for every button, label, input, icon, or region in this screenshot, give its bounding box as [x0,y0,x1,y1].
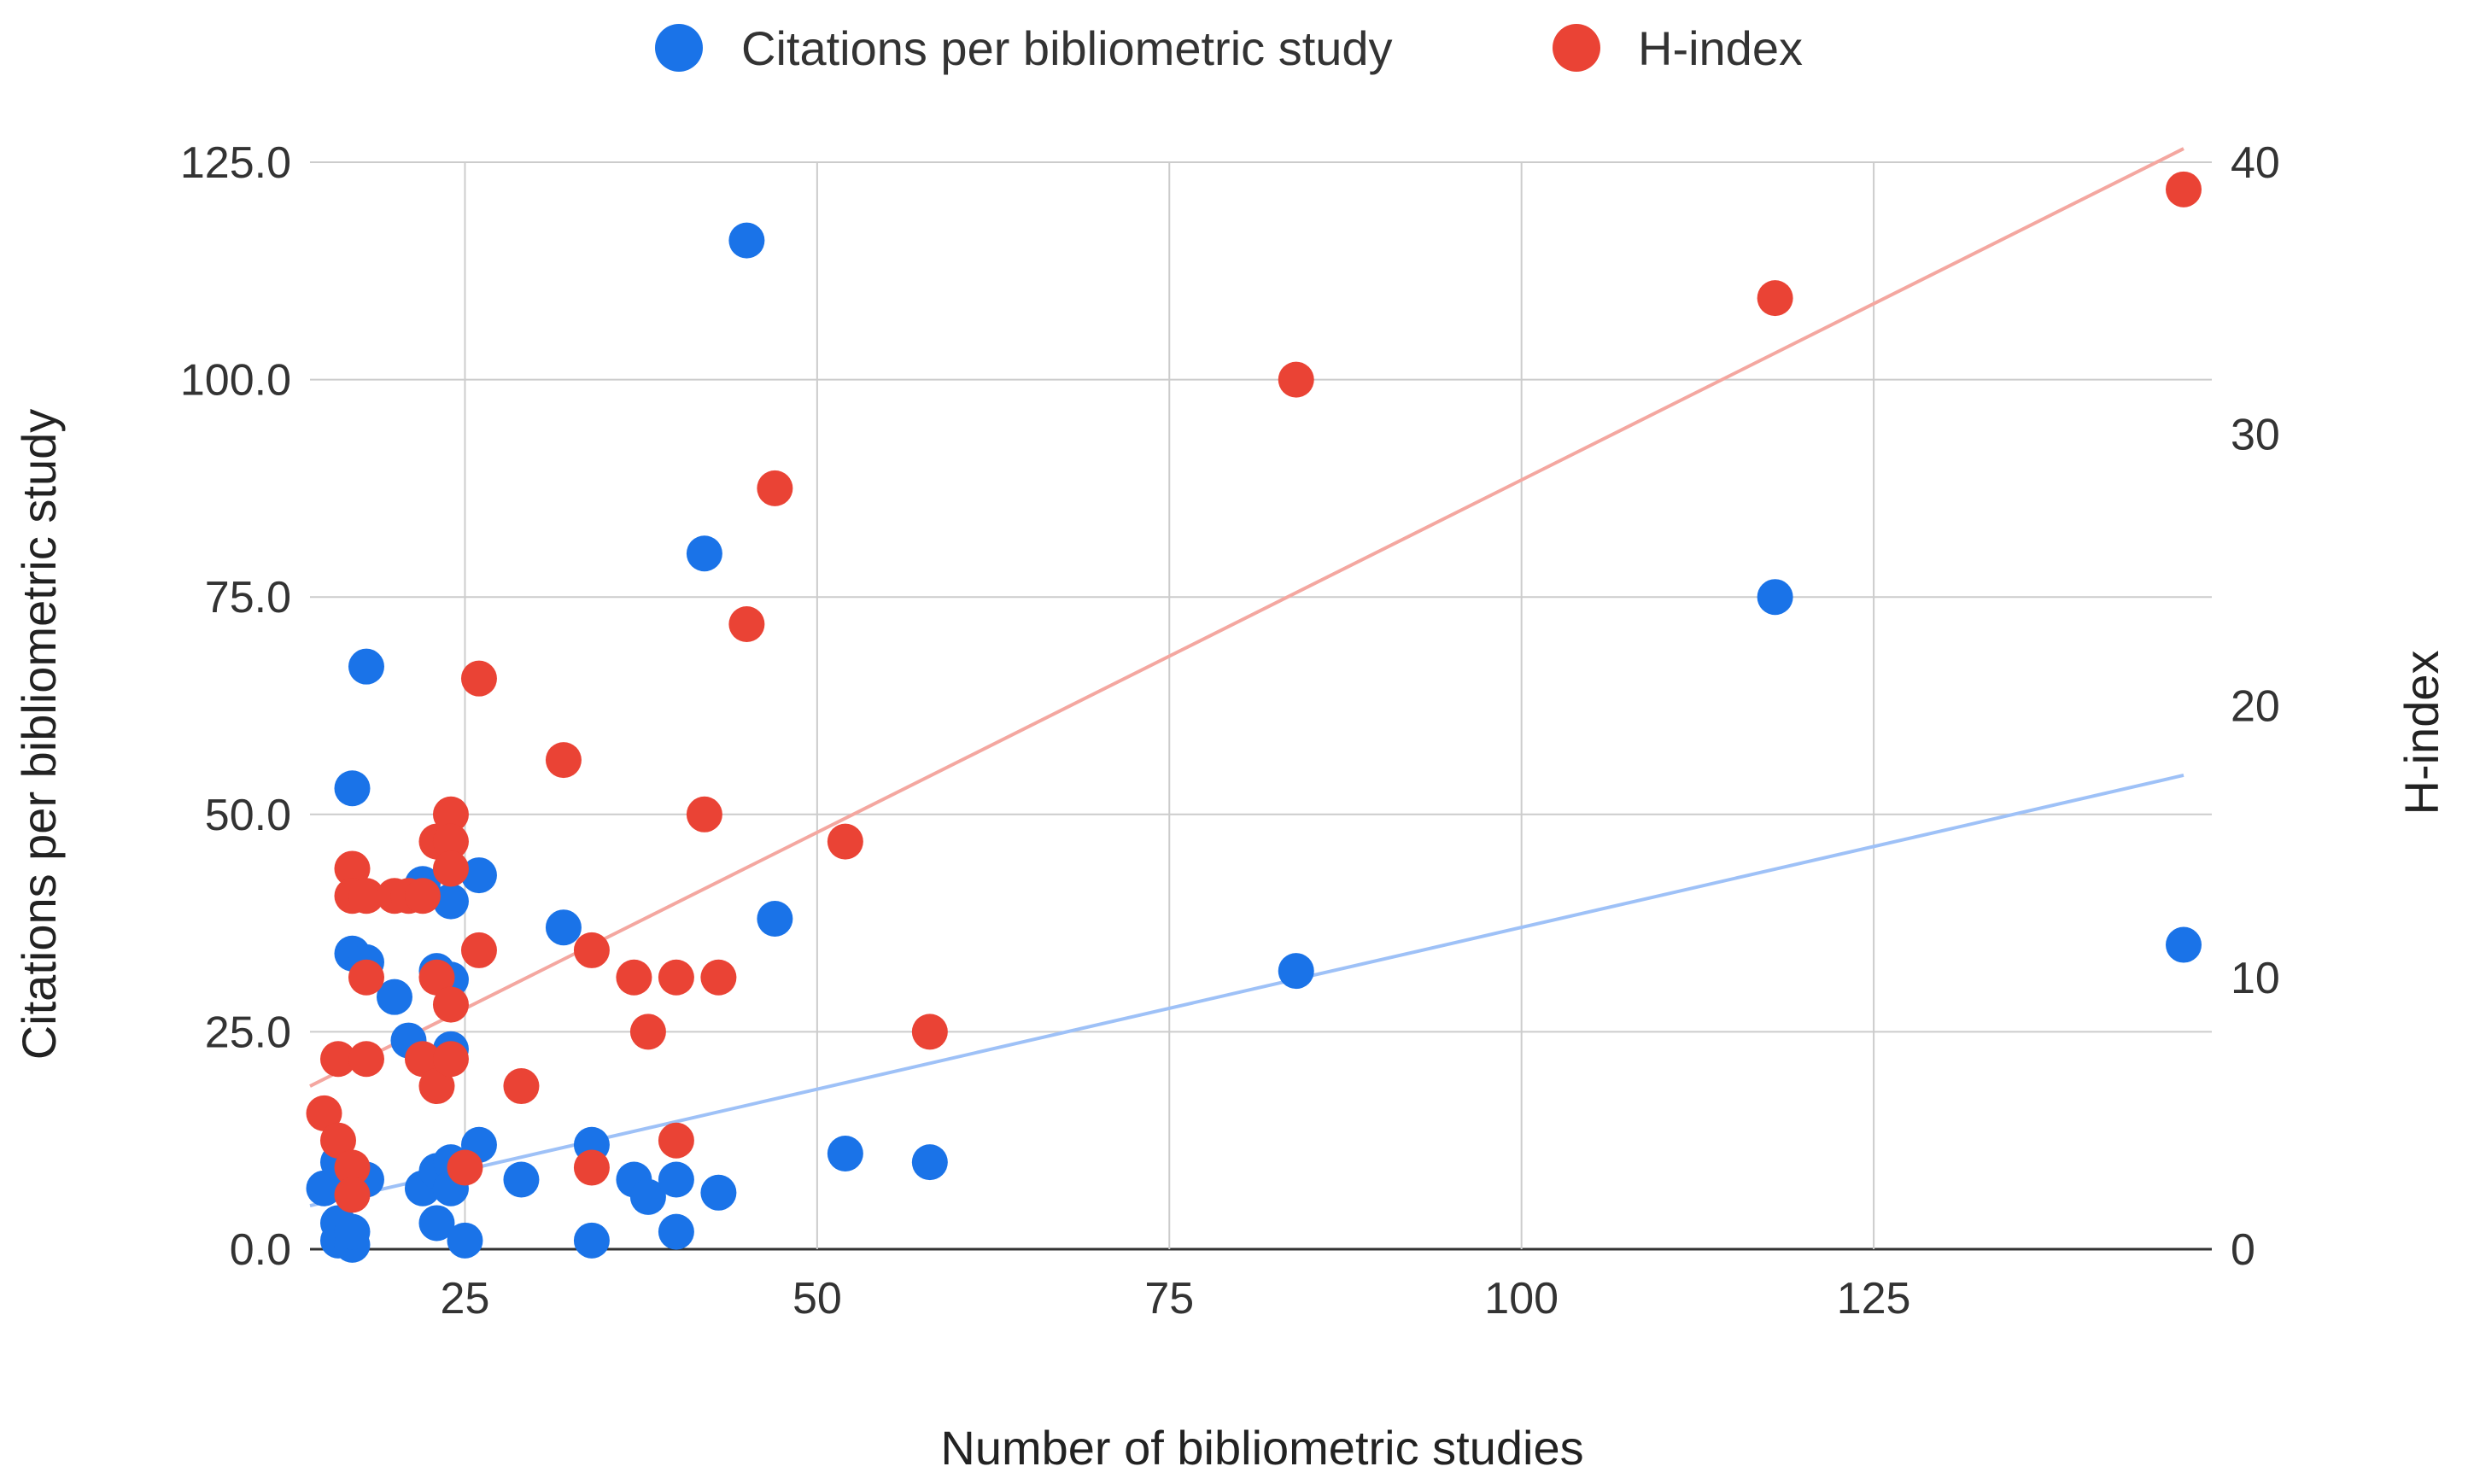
x-tick-label: 100 [1484,1274,1559,1323]
trendlines [309,147,2184,1208]
trendline-h-index [309,147,2184,1088]
data-point [432,850,469,887]
data-point [573,932,610,968]
data-point [503,1161,540,1198]
data-point [2166,926,2202,963]
legend-label-citations: Citations per bibliometric study [741,21,1393,75]
data-point [545,909,582,946]
series-citations [306,222,2202,1263]
data-points [306,171,2202,1263]
axis-ticks: 0.0 25.0 50.0 75.0 100.0 125.0 0 10 20 30 40 25 50 75… [180,138,2280,1323]
data-point [348,1041,384,1078]
gridlines [310,161,2212,1251]
data-point [658,1161,694,1198]
data-point [404,878,441,914]
y-left-tick-label: 100.0 [180,356,291,406]
data-point [376,979,412,1015]
x-tick-label: 125 [1837,1274,1911,1323]
data-point [432,986,469,1023]
data-point [700,959,737,996]
y-axis-right-title: H-index [2395,651,2448,815]
data-point [700,1174,737,1211]
data-point [686,535,722,572]
data-point [334,1213,371,1250]
trendline-citations [309,774,2184,1208]
data-point [404,1041,441,1078]
data-point [319,1122,356,1159]
y-left-tick-label: 50.0 [205,791,291,840]
y-axis-left-title: Citations per bibliometric study [12,409,66,1060]
data-point [1757,280,1793,317]
data-point [348,959,384,996]
data-point [334,770,371,807]
data-point [616,959,652,996]
data-point [629,1178,666,1215]
legend-marker-citations [655,24,703,72]
data-point [686,796,722,833]
series-h-index [306,171,2202,1213]
data-point [432,823,469,860]
data-point [629,1014,666,1050]
data-point [2166,171,2202,207]
y-right-tick-label: 10 [2231,954,2280,1003]
data-point [1757,579,1793,616]
data-point [728,606,765,643]
data-point [728,222,765,259]
y-right-tick-label: 30 [2231,410,2280,459]
data-point [460,660,497,697]
data-point [334,850,371,887]
data-point [911,1014,948,1050]
legend-marker-h-index [1553,24,1600,72]
x-tick-label: 75 [1144,1274,1194,1323]
data-point [432,796,469,833]
data-point [827,823,863,860]
data-point [334,1177,371,1213]
y-left-tick-label: 125.0 [180,138,291,188]
data-point [418,1068,455,1105]
data-point [573,1149,610,1186]
y-left-tick-label: 75.0 [205,573,291,622]
data-point [545,742,582,779]
data-point [460,857,497,894]
data-point [757,470,793,506]
data-point [319,1041,356,1078]
x-tick-label: 25 [441,1274,490,1323]
y-right-tick-label: 0 [2231,1225,2255,1275]
data-point [827,1135,863,1171]
data-point [432,1041,469,1078]
data-point [1278,361,1314,398]
data-point [334,1149,371,1186]
data-point [447,1149,483,1186]
data-point [306,1095,342,1131]
data-point [658,959,694,996]
data-point [573,1222,610,1259]
y-left-tick-label: 25.0 [205,1008,291,1057]
data-point [418,1205,455,1242]
data-point [348,648,384,685]
data-point [658,1122,694,1159]
data-point [1278,953,1314,990]
x-axis-title: Number of bibliometric studies [940,1421,1583,1475]
data-point [418,959,455,996]
data-point [460,932,497,968]
legend: Citations per bibliometric study H-index [655,21,1803,75]
data-point [757,901,793,938]
data-point [911,1144,948,1181]
data-point [503,1068,540,1105]
y-right-tick-label: 40 [2231,138,2280,188]
legend-label-h-index: H-index [1638,21,1803,75]
y-right-tick-label: 20 [2231,682,2280,732]
data-point [658,1213,694,1250]
data-point [432,883,469,920]
x-tick-label: 50 [792,1274,842,1323]
y-left-tick-label: 0.0 [230,1225,291,1275]
data-point [447,1222,483,1259]
data-point [348,878,384,914]
